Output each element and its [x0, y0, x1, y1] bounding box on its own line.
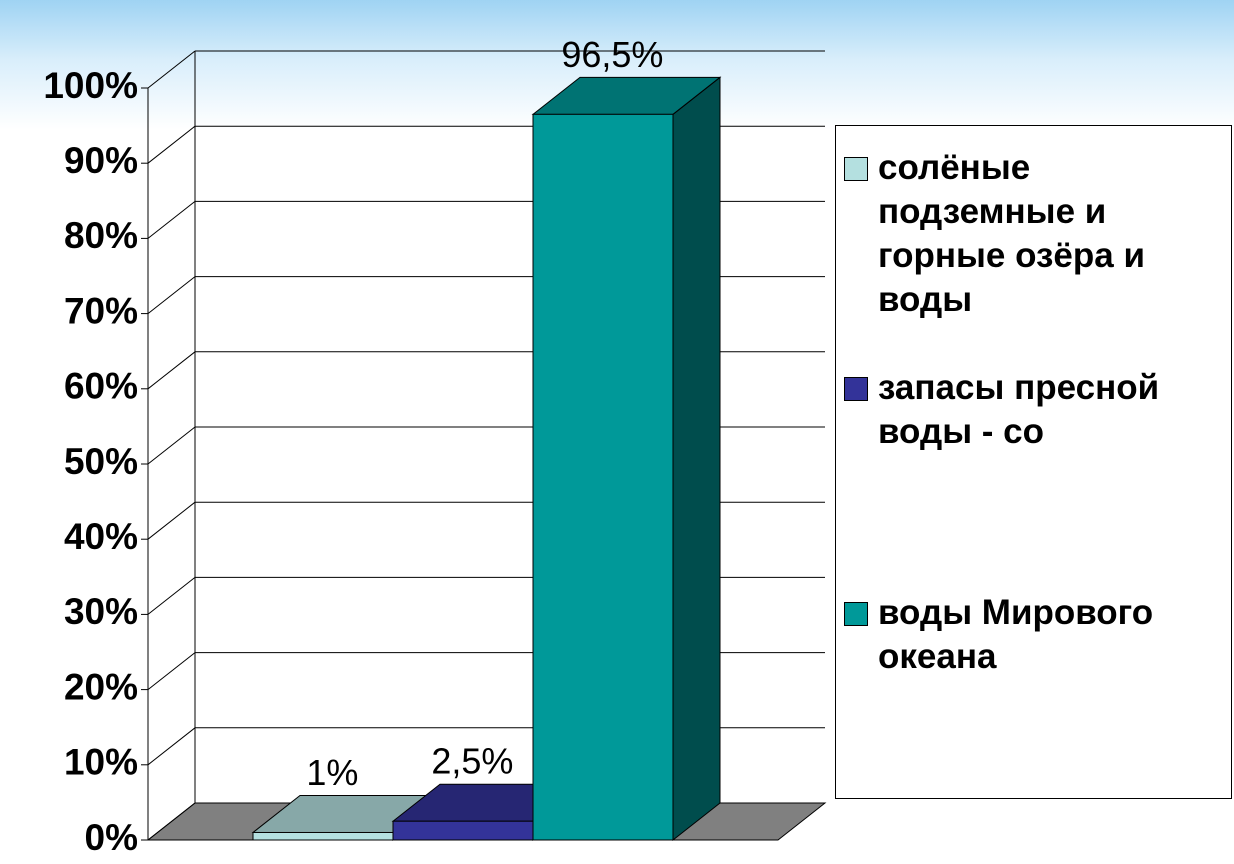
y-tick-label: 70%: [64, 290, 138, 331]
y-tick-label: 20%: [64, 666, 138, 707]
y-tick-label: 100%: [43, 65, 138, 106]
y-tick-label: 0%: [85, 817, 138, 858]
grid-line: [147, 727, 196, 766]
legend-swatch: [844, 377, 868, 401]
y-tick-label: 10%: [64, 742, 138, 783]
bar-side: [672, 76, 721, 842]
grid-line: [147, 201, 196, 239]
grid-line: [147, 577, 196, 615]
legend-label: запасы пресной воды - со: [878, 368, 1160, 451]
bar: [392, 820, 534, 841]
grid-line: [147, 276, 196, 314]
value-label: 1%: [306, 752, 358, 793]
grid-line: [147, 802, 196, 841]
grid-line: [147, 125, 196, 164]
grid-line: [147, 652, 196, 690]
grid-line: [147, 426, 196, 465]
grid-line: [147, 351, 196, 390]
legend-swatch: [844, 602, 868, 626]
y-tick-label: 60%: [64, 366, 138, 407]
legend-item: воды Мирового океана: [844, 591, 1224, 679]
legend-item: солёные подземные и горные озёра и воды: [844, 146, 1224, 322]
y-tick-label: 80%: [64, 215, 138, 256]
y-tick-label: 90%: [64, 140, 138, 181]
grid-line: [147, 50, 196, 89]
legend: солёные подземные и горные озёра и воды з…: [835, 125, 1232, 799]
bar: [252, 831, 394, 841]
legend-item: запасы пресной воды - со: [844, 366, 1224, 454]
legend-label: воды Мирового океана: [878, 593, 1154, 676]
grid-line: [147, 501, 196, 540]
y-tick-label: 30%: [64, 591, 138, 632]
value-label: 2,5%: [431, 741, 513, 782]
bar: [532, 113, 674, 841]
y-tick-label: 40%: [64, 516, 138, 557]
legend-label: солёные подземные и горные озёра и воды: [878, 148, 1145, 319]
y-tick-label: 50%: [64, 441, 138, 482]
value-label: 96,5%: [561, 34, 663, 75]
legend-swatch: [844, 157, 868, 181]
